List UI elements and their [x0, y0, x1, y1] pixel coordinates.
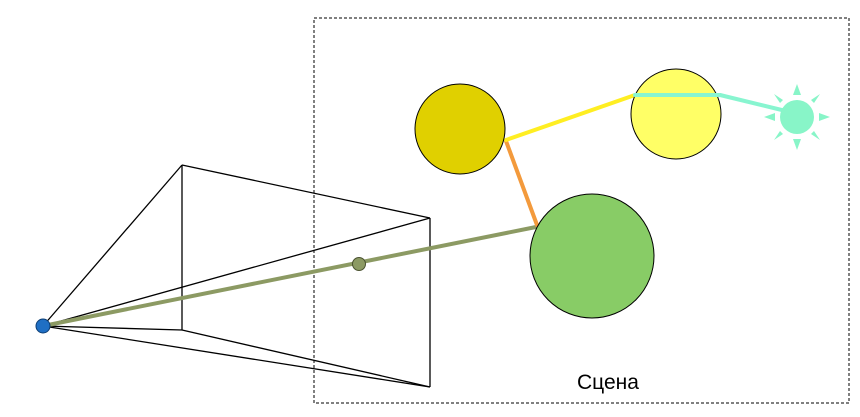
- sphere-light-yellow: [630, 68, 722, 160]
- image-plane-point: [352, 257, 366, 271]
- orange-reflection-ray: [504, 139, 539, 227]
- yellow-reflection-ray: [504, 93, 637, 142]
- primary-view-ray: [41, 225, 538, 328]
- frustum-edge-lower: [42, 325, 183, 331]
- frustum-edge-upper-right: [42, 217, 431, 327]
- frustum-edge-bottom: [42, 325, 431, 388]
- sun-icon: [764, 84, 830, 150]
- scene-label: Сцена: [577, 371, 639, 394]
- cyan-light-ray-to-source: [718, 93, 792, 114]
- scene-boundary: [313, 17, 850, 404]
- frustum-edge-top: [42, 164, 183, 327]
- frustum-image-plane-top: [181, 164, 431, 219]
- view-frustum: [42, 164, 431, 388]
- sphere-dark-yellow: [414, 83, 506, 175]
- sphere-green: [529, 193, 655, 319]
- camera-eye-icon: [35, 318, 51, 334]
- frustum-image-plane-bottom: [181, 329, 431, 388]
